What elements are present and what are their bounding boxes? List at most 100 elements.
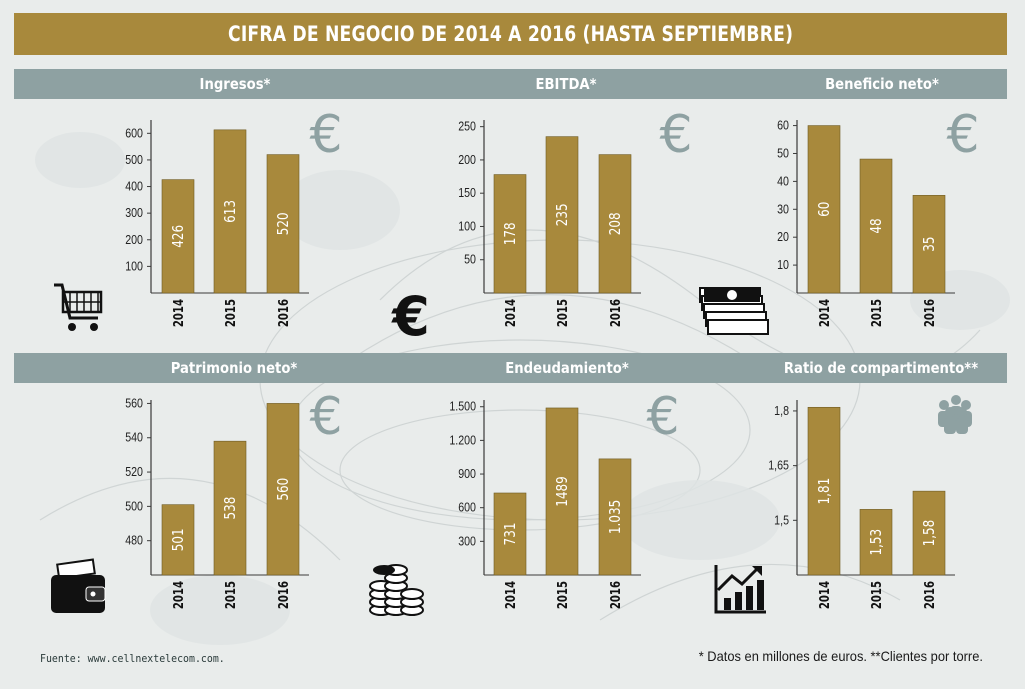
y-tick-label: 400: [125, 179, 143, 194]
x-tick-label: 2014: [503, 299, 519, 327]
money-stack-icon: [699, 287, 769, 335]
bar: [859, 158, 893, 294]
bar-value-label: 520: [275, 212, 293, 235]
bar-value-label: 35: [921, 237, 939, 252]
growth-chart-icon: [714, 565, 766, 614]
bar-value-label: 48: [868, 218, 886, 233]
euro-sign-icon: €: [646, 387, 679, 447]
bar: [161, 504, 195, 576]
bar-value-label: 60: [816, 202, 834, 217]
row-header-bottom: [14, 353, 1007, 383]
y-tick-label: 600: [458, 500, 476, 515]
y-tick-label: 50: [464, 252, 476, 267]
title-bar: CIFRA DE NEGOCIO DE 2014 A 2016 (HASTA S…: [14, 13, 1007, 55]
footnotes: * Datos en millones de euros. **Clientes…: [698, 648, 983, 664]
euro-sign-icon: €: [946, 105, 979, 165]
bar-value-label: 538: [222, 497, 240, 520]
shopping-cart-icon: [54, 283, 103, 331]
x-tick-label: 2014: [817, 299, 833, 327]
x-tick-label: 2014: [503, 581, 519, 609]
wallet-icon: [51, 558, 106, 613]
y-tick-label: 300: [125, 205, 143, 220]
chart-3: 10 20 30 40 50 60 60 2014 48 2015 35 2016 €: [777, 105, 979, 327]
panel-title-beneficio: Beneficio neto*: [825, 75, 939, 93]
y-tick-label: 480: [125, 533, 143, 548]
bar-value-label: 235: [554, 203, 572, 226]
bar: [266, 403, 300, 576]
chart-4: 480 500 520 540 560 501 2014 538 2015 560 2016 €: [125, 387, 342, 609]
x-tick-label: 2016: [922, 299, 938, 327]
x-tick-label: 2015: [223, 581, 239, 609]
chart-5: 300 600 900 1.200 1.500 731 2014 1489 2015 1.035 2…: [449, 387, 679, 609]
y-tick-label: 600: [125, 125, 143, 140]
x-tick-label: 2016: [922, 581, 938, 609]
bar-value-label: 208: [607, 212, 625, 235]
x-tick-label: 2015: [869, 299, 885, 327]
y-tick-label: 1.500: [449, 399, 476, 414]
chart-1: 100 200 300 400 500 600 426 2014 613 2015 520 2016 €: [125, 105, 342, 327]
y-tick-label: 520: [125, 464, 143, 479]
y-tick-label: 1,65: [768, 458, 789, 473]
y-tick-label: 100: [125, 258, 143, 273]
bar-value-label: 1,81: [816, 478, 834, 505]
y-tick-label: 900: [458, 466, 476, 481]
page-title: CIFRA DE NEGOCIO DE 2014 A 2016 (HASTA S…: [227, 22, 794, 46]
panel-title-patrimonio: Patrimonio neto*: [170, 359, 298, 377]
bar: [545, 136, 579, 294]
bar: [912, 195, 946, 294]
bar: [598, 154, 632, 294]
x-tick-label: 2014: [171, 581, 187, 609]
x-tick-label: 2016: [608, 299, 624, 327]
chart-6: 1,5 1,65 1,8 1,81 2014 1,53 2015 1,58 2016: [768, 400, 955, 609]
y-tick-label: 10: [777, 257, 789, 272]
y-tick-label: 20: [777, 229, 789, 244]
row-header-top: [14, 69, 1007, 99]
y-tick-label: 1,8: [774, 403, 789, 418]
x-tick-label: 2015: [223, 299, 239, 327]
euro-sign-icon: €: [309, 105, 342, 165]
y-tick-label: 60: [777, 118, 789, 133]
panel-title-ratio: Ratio de compartimento**: [783, 359, 979, 377]
bar-value-label: 560: [275, 478, 293, 501]
euro-sign-icon: €: [309, 387, 342, 447]
bar-value-label: 1.035: [607, 500, 625, 534]
y-tick-label: 1.200: [449, 432, 476, 447]
bar: [859, 509, 893, 576]
people-group-icon: [938, 395, 972, 434]
bar-value-label: 426: [170, 225, 188, 248]
x-tick-label: 2015: [869, 581, 885, 609]
y-tick-label: 50: [777, 145, 789, 160]
panel-title-ingresos: Ingresos*: [199, 75, 271, 93]
y-tick-label: 150: [458, 185, 476, 200]
y-tick-label: 100: [458, 218, 476, 233]
bar-value-label: 613: [222, 200, 240, 223]
bar: [912, 490, 946, 576]
x-tick-label: 2015: [555, 581, 571, 609]
y-tick-label: 1,5: [774, 512, 789, 527]
bar-value-label: 1,53: [868, 529, 886, 556]
bar: [493, 492, 527, 576]
coin-stacks-icon: [369, 564, 424, 616]
y-tick-label: 200: [458, 152, 476, 167]
bar: [266, 154, 300, 294]
source-text: Fuente: www.cellnextelecom.com.: [40, 652, 225, 665]
y-tick-label: 200: [125, 232, 143, 247]
y-tick-label: 40: [777, 173, 789, 188]
svg-text:€: €: [390, 285, 430, 348]
bar-value-label: 178: [502, 222, 520, 245]
bar: [213, 129, 247, 294]
panel-title-endeudamiento: Endeudamiento*: [505, 359, 629, 377]
bar: [545, 407, 579, 576]
x-tick-label: 2015: [555, 299, 571, 327]
x-tick-label: 2016: [608, 581, 624, 609]
bar-value-label: 1,58: [921, 520, 939, 547]
x-tick-label: 2016: [276, 581, 292, 609]
x-tick-label: 2014: [171, 299, 187, 327]
bar: [493, 174, 527, 294]
euro-sign-icon: €: [659, 105, 692, 165]
y-tick-label: 300: [458, 533, 476, 548]
y-tick-label: 500: [125, 152, 143, 167]
bar-value-label: 731: [502, 523, 520, 546]
bar-value-label: 1489: [554, 476, 572, 507]
chart-2: 50 100 150 200 250 178 2014 235 2015 208 2016 €: [458, 105, 692, 327]
